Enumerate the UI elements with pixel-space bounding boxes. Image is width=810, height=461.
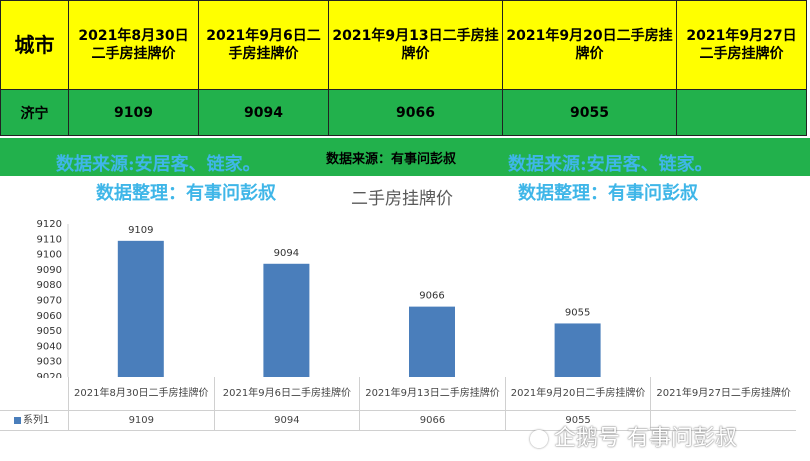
y-tick-label: 9100 xyxy=(37,250,62,261)
price-cell[interactable]: 9066 xyxy=(328,89,503,136)
series-name: 系列1 xyxy=(23,415,50,426)
price-cell[interactable]: 9094 xyxy=(198,89,329,136)
category-label: 2021年9月27日二手房挂牌价 xyxy=(650,377,796,411)
legend-key xyxy=(14,417,21,424)
bar[interactable] xyxy=(117,240,164,377)
bar[interactable] xyxy=(409,306,455,377)
bar-value-label: 9055 xyxy=(565,307,590,318)
city-cell[interactable]: 济宁 xyxy=(0,89,69,136)
category-row: 2021年8月30日二手房挂牌价 2021年9月6日二手房挂牌价 2021年9月… xyxy=(0,377,810,411)
y-axis: 9020 9030 9040 9050 9060 9070 9080 9090 9100 9110… xyxy=(37,219,69,378)
source-text-left: 数据来源:安居客、链家。 xyxy=(56,154,261,175)
source-text-center: 数据来源：有事问彭叔 xyxy=(326,152,457,167)
y-tick-label: 9120 xyxy=(37,219,62,230)
organizer-text-right: 数据整理：有事问彭叔 xyxy=(518,183,698,204)
price-cell[interactable]: 9109 xyxy=(68,89,199,136)
series-value: 9109 xyxy=(68,411,214,431)
series-value xyxy=(650,411,796,431)
penguin-logo-icon xyxy=(530,430,548,448)
series-row: 系列1 9109 9094 9066 9055 xyxy=(0,411,810,431)
price-table: 城市 2021年8月30日二手房挂牌价 2021年9月6日二手房挂牌价 2021… xyxy=(0,0,810,136)
bar[interactable] xyxy=(263,263,310,377)
category-label: 2021年9月20日二手房挂牌价 xyxy=(504,377,651,411)
source-banner: 数据来源:安居客、链家。 数据来源：有事问彭叔 数据来源:安居客、链家。 xyxy=(0,138,810,176)
y-tick-label: 9050 xyxy=(37,326,62,337)
date-header-1[interactable]: 2021年8月30日二手房挂牌价 xyxy=(68,0,199,90)
bar-value-label: 9109 xyxy=(128,225,153,236)
table-row: 济宁 9109 9094 9066 9055 xyxy=(0,89,810,136)
chart-title: 二手房挂牌价 xyxy=(351,189,453,209)
y-tick-label: 9030 xyxy=(37,357,62,368)
bar-series: 9109 9094 9066 9055 xyxy=(117,225,601,377)
organizer-text-left: 数据整理：有事问彭叔 xyxy=(96,183,276,204)
table-header-row: 城市 2021年8月30日二手房挂牌价 2021年9月6日二手房挂牌价 2021… xyxy=(0,0,810,90)
series-value: 9055 xyxy=(504,411,651,431)
date-header-5[interactable]: 2021年9月27日二手房挂牌价 xyxy=(676,0,807,90)
y-tick-label: 9060 xyxy=(37,311,62,322)
watermark-text: 企鹅号 有事问彭叔 xyxy=(554,426,737,451)
chart-data-table: 2021年8月30日二手房挂牌价 2021年9月6日二手房挂牌价 2021年9月… xyxy=(0,377,810,431)
series-legend: 系列1 xyxy=(0,411,68,431)
category-label: 2021年8月30日二手房挂牌价 xyxy=(68,377,214,411)
series-value: 9066 xyxy=(359,411,505,431)
y-tick-label: 9090 xyxy=(37,265,62,276)
date-header-2[interactable]: 2021年9月6日二手房挂牌价 xyxy=(198,0,329,90)
watermark: 企鹅号 有事问彭叔 xyxy=(530,420,737,452)
source-text-right: 数据来源:安居客、链家。 xyxy=(508,154,713,175)
bar[interactable] xyxy=(554,323,601,377)
price-cell[interactable] xyxy=(676,89,807,136)
city-header[interactable]: 城市 xyxy=(0,0,69,90)
y-tick-label: 9040 xyxy=(37,341,62,352)
bar-chart[interactable]: 9020 9030 9040 9050 9060 9070 9080 9090 9100 9110… xyxy=(0,200,810,378)
y-tick-label: 9080 xyxy=(37,280,62,291)
date-header-3[interactable]: 2021年9月13日二手房挂牌价 xyxy=(328,0,503,90)
bar-value-label: 9094 xyxy=(274,248,299,259)
category-label: 2021年9月13日二手房挂牌价 xyxy=(359,377,505,411)
series-value: 9094 xyxy=(213,411,360,431)
bar-value-label: 9066 xyxy=(419,291,444,302)
price-cell[interactable]: 9055 xyxy=(502,89,677,136)
date-header-4[interactable]: 2021年9月20日二手房挂牌价 xyxy=(502,0,677,90)
y-tick-label: 9110 xyxy=(37,234,62,245)
y-tick-label: 9070 xyxy=(37,296,62,307)
category-label: 2021年9月6日二手房挂牌价 xyxy=(213,377,360,411)
y-tick-label: 9020 xyxy=(37,372,62,378)
